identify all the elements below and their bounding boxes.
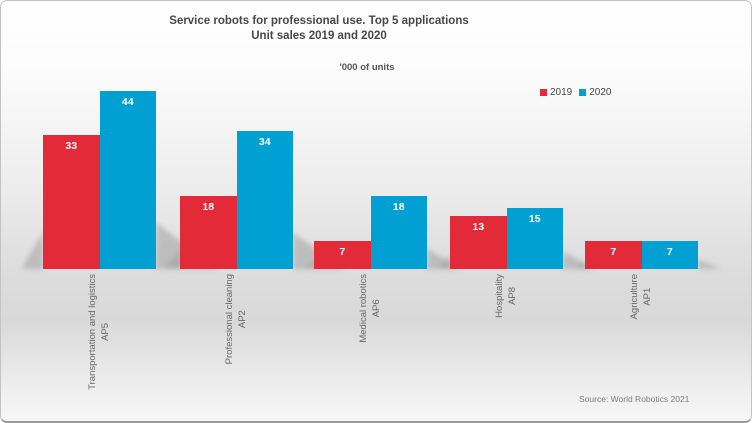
value-label-2020-ap2: 34 [258,136,271,149]
x-axis-label-ap6: Medical robotics AP6 [358,274,383,343]
group-shadow-left-ap6 [303,261,314,269]
x-axis-label-name-ap5: Transportation and logistics [86,274,98,390]
bar-2020-ap5 [99,90,156,269]
bar-2019-ap8 [450,216,507,269]
bar-2019-ap6 [314,240,371,269]
chart-title: Service robots for professional use. Top… [59,14,579,44]
x-axis-label-anchor-ap8: Hospitality AP8 [494,274,538,318]
x-axis-label-ap5: Transportation and logistics AP5 [87,274,112,390]
x-axis-label-name-ap8: Hospitality [493,274,505,318]
legend: 2019 2020 [540,87,612,98]
x-axis-label-anchor-ap5: Transportation and logistics AP5 [87,274,203,390]
value-label-2019-ap2: 18 [202,201,215,214]
units-label: '000 of units [339,62,395,73]
value-label-2019-ap1: 7 [610,245,617,258]
x-axis-label-ap8: Hospitality AP8 [494,274,519,318]
x-axis-label-code-ap6: AP6 [370,299,381,318]
bar-2019-ap5 [43,135,100,269]
legend-item-2019: 2019 [540,87,572,98]
bar-2019-ap2 [180,196,237,269]
legend-label-2020: 2020 [589,87,612,98]
value-label-2020-ap5: 44 [121,95,134,108]
legend-swatch-2019 [540,89,547,96]
x-axis-label-name-ap1: Agriculture [628,274,640,320]
x-axis-label-name-ap2: Professional cleaning [223,274,235,365]
chart-title-line2: Unit sales 2019 and 2020 [251,30,387,42]
x-axis-label-anchor-ap2: Professional cleaning AP2 [224,274,314,364]
value-label-2020-ap8: 15 [528,213,541,226]
x-axis-label-name-ap6: Medical robotics [357,274,369,343]
value-label-2019-ap8: 13 [472,221,485,234]
x-axis-label-code-ap8: AP8 [506,286,517,305]
x-axis-label-code-ap1: AP1 [641,287,652,306]
x-axis-label-ap2: Professional cleaning AP2 [224,274,249,364]
x-axis-label-anchor-ap6: Medical robotics AP6 [358,274,427,343]
value-label-2020-ap6: 18 [392,201,405,214]
x-axis-label-ap1: Agriculture AP1 [629,274,654,319]
value-label-2020-ap1: 7 [666,245,673,258]
bar-2020-ap8 [506,208,563,269]
group-shadow-left-ap1 [574,261,585,269]
bar-2020-ap6 [370,196,427,269]
legend-item-2020: 2020 [579,87,612,98]
x-axis-label-code-ap5: AP5 [99,322,110,341]
legend-label-2019: 2019 [550,87,573,98]
bar-2019-ap1 [585,240,642,269]
bar-2020-ap1 [641,240,698,269]
group-shadow-right-ap1 [698,259,723,269]
x-axis-label-code-ap2: AP2 [236,310,247,329]
source-note: Source: World Robotics 2021 [579,394,690,404]
value-label-2019-ap6: 7 [339,245,346,258]
value-label-2019-ap5: 33 [65,140,78,153]
legend-swatch-2020 [579,89,587,96]
chart-title-line1: Service robots for professional use. Top… [169,15,469,27]
x-axis-label-anchor-ap1: Agriculture AP1 [629,274,674,319]
bar-2020-ap2 [236,131,293,269]
